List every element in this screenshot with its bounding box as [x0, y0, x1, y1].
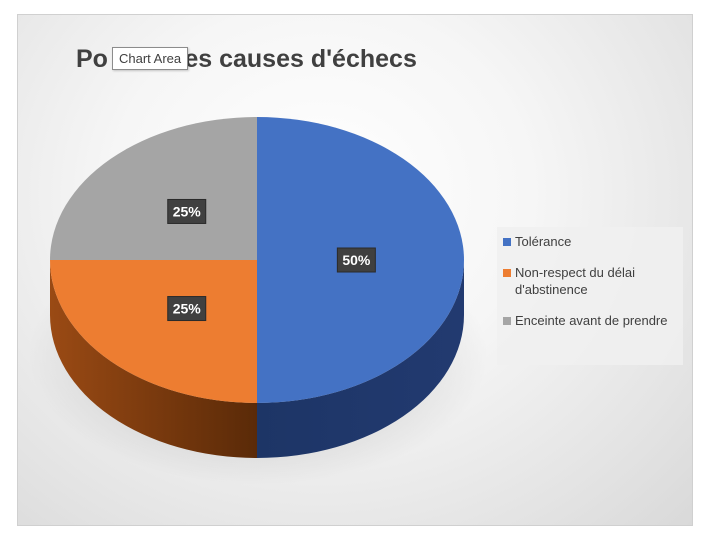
data-label-box	[167, 296, 207, 322]
data-label-text: 50%	[342, 252, 371, 268]
legend-swatch	[503, 238, 511, 246]
legend-swatch	[503, 317, 511, 325]
chart-area-tooltip: Chart Area	[112, 47, 189, 70]
data-label-text: 25%	[173, 301, 202, 317]
legend-item-non-respect[interactable]: Non-respect du délai d'abstinence	[503, 264, 677, 298]
pie-side-orange	[50, 260, 257, 458]
data-label-text: 25%	[173, 203, 202, 219]
data-label-non-respect[interactable]: 25%	[167, 296, 207, 322]
chart-legend[interactable]: Tolérance Non-respect du délai d'abstine…	[497, 227, 683, 365]
data-label-box	[167, 198, 207, 224]
pie-chart[interactable]: 50% 25% 25%	[18, 15, 694, 527]
legend-item-enceinte[interactable]: Enceinte avant de prendre	[503, 312, 677, 329]
legend-label: Tolérance	[515, 234, 572, 249]
chart-area[interactable]: Po es causes d'échecs Chart Area 5	[17, 14, 693, 526]
pie-slice-non-respect[interactable]	[50, 260, 257, 403]
data-label-tolerance[interactable]: 50%	[336, 247, 376, 273]
pie-side-blue	[257, 260, 464, 458]
legend-label: Non-respect du délai d'abstinence	[515, 265, 635, 297]
pie-slice-enceinte[interactable]	[50, 117, 257, 260]
data-label-box	[336, 247, 376, 273]
legend-swatch	[503, 269, 511, 277]
data-label-enceinte[interactable]: 25%	[167, 198, 207, 224]
legend-item-tolerance[interactable]: Tolérance	[503, 233, 677, 250]
legend-label: Enceinte avant de prendre	[515, 313, 668, 328]
